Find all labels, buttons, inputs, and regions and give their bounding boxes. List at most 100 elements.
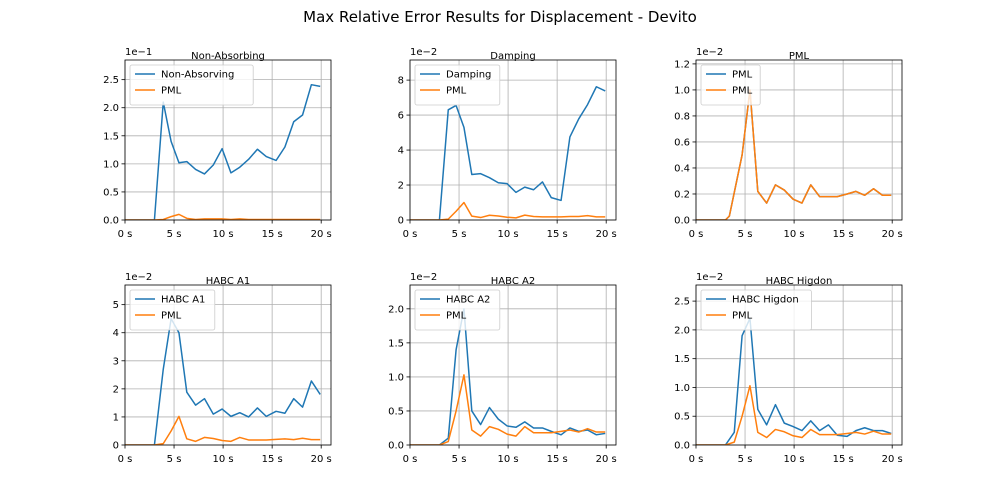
chart-4-legend-box [129,289,216,331]
chart-4-legend: HABC A1 PML [129,289,216,331]
chart-5-axis-multiplier: 1e−2 [410,272,437,283]
chart-1-axes-frame [124,59,332,221]
chart-4-series-2-pml-line [125,415,321,445]
chart-6-x-tick-label-2: 10 s [784,454,805,465]
chart-6-y-tick-label-3: 1.5 [674,354,690,365]
chart-2-legend: Damping PML [414,64,501,106]
chart-3-x-tick-label-2: 10 s [784,229,805,240]
chart-1-x-tick-label-2: 10 s [213,229,234,240]
chart-6-legend-label-1: HABC Higdon [732,295,799,306]
chart-3-series-2-pml-line [696,89,892,220]
chart-6-y-tick-label-5: 2.5 [674,297,690,308]
chart-2-y-tick-label-1: 2 [398,181,404,192]
chart-2-y-tick-label-0: 0 [398,216,404,227]
chart-3: 0 s 5 s 10 s 15 s 20 s 0.0 0.2 0.4 0.6 0.8 1.0 1.2 1… [674,47,903,240]
chart-5-y-tick-label-4: 2.0 [388,304,404,315]
chart-4-x-tick-label-4: 20 s [311,454,332,465]
chart-3-y-tick-label-0: 0.0 [674,216,690,227]
chart-6-x-tick-label-3: 15 s [833,454,854,465]
chart-1-legend-label-2: PML [161,86,182,97]
chart-3-y-tick-label-5: 1.0 [674,85,690,96]
chart-6-axes-frame [695,284,903,446]
chart-1: 0 s 5 s 10 s 15 s 20 s 0.0 0.5 1.0 1.5 2.0 2.5 1e−1… [103,47,332,240]
chart-3-title: PML [789,51,810,62]
chart-6-legend-label-2: PML [732,311,753,322]
chart-1-y-tick-label-4: 2.0 [103,103,119,114]
chart-6-y-tick-label-4: 2.0 [674,325,690,336]
chart-1-title: Non-Absorbing [191,51,265,62]
chart-4-y-tick-label-5: 5 [113,300,119,311]
chart-3-x-tick-label-4: 20 s [882,229,903,240]
chart-3-y-tick-label-3: 0.6 [674,137,690,148]
chart-3-axes-frame [695,59,903,221]
chart-2-x-tick-label-2: 10 s [498,229,519,240]
chart-1-y-tick-label-0: 0.0 [103,216,119,227]
chart-2-y-tick-label-3: 6 [398,111,404,122]
chart-4-title: HABC A1 [206,276,250,287]
chart-2-axes-frame [409,59,617,221]
chart-2-x-tick-label-4: 20 s [596,229,617,240]
chart-4-axes-frame [124,284,332,446]
chart-6-axis-multiplier: 1e−2 [696,272,723,283]
chart-1-y-tick-label-2: 1.0 [103,159,119,170]
chart-5-axes-frame [409,284,617,446]
chart-2-y-tick-label-4: 8 [398,76,404,87]
chart-2-legend-label-1: Damping [446,70,491,81]
chart-5-x-tick-label-4: 20 s [596,454,617,465]
chart-3-legend: PML PML [700,64,761,106]
chart-5-y-tick-label-0: 0.0 [388,441,404,452]
chart-3-x-tick-label-1: 5 s [738,229,753,240]
chart-6-title: HABC Higdon [766,276,833,287]
chart-3-x-tick-label-0: 0 s [689,229,704,240]
chart-3-axis-multiplier: 1e−2 [696,47,723,58]
chart-5-series-1-habc-a2-line [410,308,606,445]
chart-3-y-tick-label-6: 1.2 [674,59,690,70]
chart-1-y-tick-label-1: 0.5 [103,187,119,198]
chart-5-x-tick-label-3: 15 s [547,454,568,465]
chart-4-axis-multiplier: 1e−2 [125,272,152,283]
chart-6-y-tick-label-0: 0.0 [674,441,690,452]
chart-1-x-tick-label-1: 5 s [167,229,182,240]
chart-3-legend-box [700,64,761,106]
chart-5: 0 s 5 s 10 s 15 s 20 s 0.0 0.5 1.0 1.5 2.0 1e−2 HAB… [388,272,617,465]
chart-3-y-tick-label-4: 0.8 [674,111,690,122]
chart-5-series-2-pml-line [410,374,606,445]
chart-5-legend-label-2: PML [446,311,467,322]
chart-5-legend-label-1: HABC A2 [446,295,490,306]
chart-1-x-tick-label-3: 15 s [262,229,283,240]
chart-6-y-tick-label-2: 1.0 [674,383,690,394]
chart-6-series-2-pml-line [696,384,892,445]
chart-4-y-tick-label-3: 3 [113,356,119,367]
chart-5-legend: HABC A2 PML [414,289,501,331]
chart-2-x-tick-label-1: 5 s [452,229,467,240]
chart-2-legend-box [414,64,501,106]
chart-2-series-2-pml-line [410,201,606,220]
chart-4-y-tick-label-0: 0 [113,441,119,452]
chart-6-x-tick-label-4: 20 s [882,454,903,465]
chart-5-x-tick-label-1: 5 s [452,454,467,465]
chart-1-axis-multiplier: 1e−1 [125,47,152,58]
chart-5-y-tick-label-3: 1.5 [388,338,404,349]
chart-6-legend: HABC Higdon PML [700,289,812,331]
chart-2-x-tick-label-0: 0 s [403,229,418,240]
chart-6-series-1-habc-higdon-line [696,317,892,445]
chart-5-x-tick-label-0: 0 s [403,454,418,465]
chart-3-y-tick-label-1: 0.2 [674,189,690,200]
chart-6: 0 s 5 s 10 s 15 s 20 s 0.0 0.5 1.0 1.5 2.0 2.5 1e−2… [674,272,903,465]
chart-1-series-1-non-absorving-line [125,83,321,220]
chart-4-legend-label-2: PML [161,311,182,322]
chart-5-legend-box [414,289,501,331]
chart-4-x-tick-label-3: 15 s [262,454,283,465]
chart-5-y-tick-label-2: 1.0 [388,372,404,383]
chart-2-title: Damping [490,51,535,62]
chart-1-x-tick-label-0: 0 s [118,229,133,240]
chart-6-legend-box [700,289,812,331]
chart-6-x-tick-label-1: 5 s [738,454,753,465]
chart-4-x-tick-label-1: 5 s [167,454,182,465]
chart-5-title: HABC A2 [491,276,535,287]
chart-1-legend: Non-Absorving PML [129,64,254,106]
